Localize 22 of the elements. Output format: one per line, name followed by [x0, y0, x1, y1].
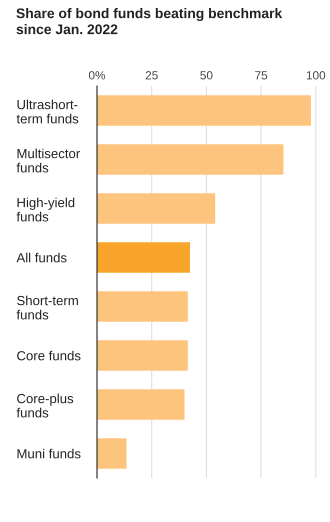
bar: [97, 144, 284, 175]
x-tick-label: 50: [200, 71, 213, 80]
y-tick-label: Multisector funds: [16, 148, 80, 172]
y-tick-label: High-yield funds: [16, 198, 74, 222]
bar: [97, 193, 216, 224]
y-tick-label: Core-plus funds: [16, 394, 74, 418]
bar: [97, 340, 188, 371]
y-tick-label: Ultrashort- term funds: [16, 100, 78, 124]
bar: [97, 389, 185, 420]
y-tick-label: Short-term funds: [16, 296, 78, 320]
y-tick-label: Core funds: [17, 350, 81, 360]
bar: [97, 95, 311, 126]
chart-title: Share of bond funds beating benchmark since Jan. 2022: [16, 8, 282, 34]
y-tick-label: All funds: [16, 252, 67, 262]
y-tick-label: Muni funds: [18, 448, 81, 458]
bar: [97, 291, 188, 322]
bar: [97, 438, 127, 469]
x-tick-label: 75: [255, 71, 268, 80]
bar: [97, 242, 190, 273]
x-tick-label: 0%: [88, 71, 106, 80]
x-tick-label: 25: [146, 71, 158, 80]
x-tick-label: 100: [306, 71, 326, 80]
